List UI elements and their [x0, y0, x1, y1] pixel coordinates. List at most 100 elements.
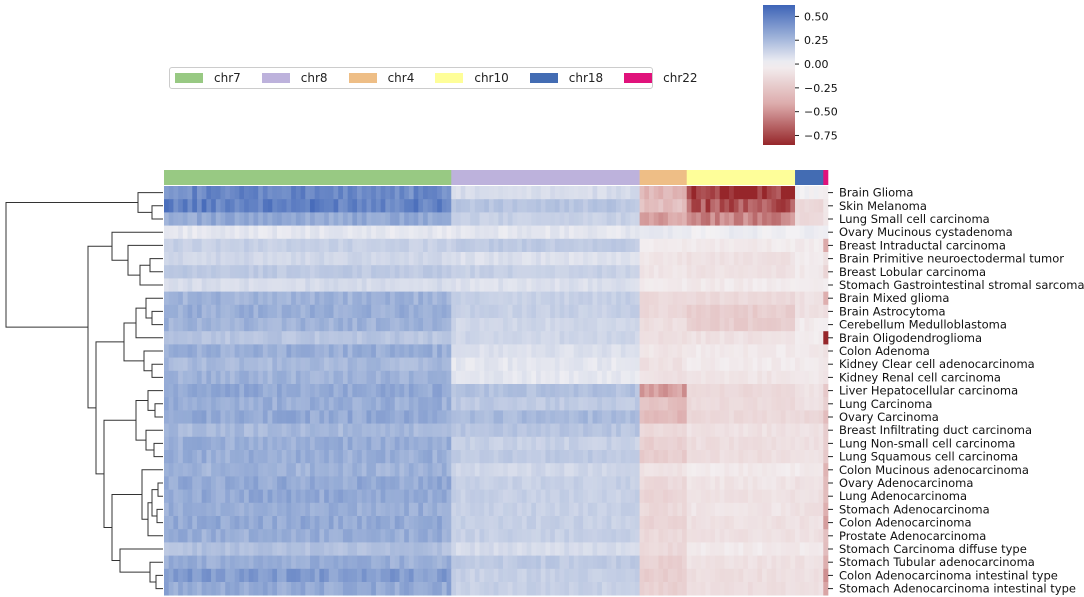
heatmap-cell: [564, 529, 570, 543]
heatmap-cell: [498, 436, 504, 451]
heatmap-cell: [262, 423, 268, 438]
heatmap-cell: [733, 463, 739, 477]
heatmap-cell: [390, 568, 396, 583]
heatmap-cell: [517, 502, 523, 517]
heatmap-cell: [512, 502, 518, 517]
heatmap-cell: [517, 278, 523, 292]
heatmap-cell: [244, 265, 250, 279]
heatmap-cell: [526, 278, 532, 292]
heatmap-cell: [258, 489, 264, 504]
heatmap-cell: [521, 436, 527, 451]
heatmap-cell: [597, 212, 603, 226]
heatmap-cell: [357, 199, 363, 213]
heatmap-cell: [705, 502, 711, 517]
legend-label: chr8: [300, 71, 328, 85]
heatmap-cell: [168, 291, 174, 306]
heatmap-cell: [196, 436, 203, 451]
heatmap-cell: [196, 291, 203, 306]
heatmap-cell: [583, 516, 589, 530]
heatmap-cell: [762, 357, 768, 372]
heatmap-cell: [517, 212, 523, 226]
heatmap-cell: [653, 318, 659, 332]
heatmap-cell: [823, 357, 829, 372]
heatmap-cell: [616, 463, 622, 477]
heatmap-cell: [790, 450, 796, 464]
heatmap-cell: [545, 397, 551, 411]
heatmap-cell: [747, 516, 754, 530]
heatmap-cell: [300, 489, 306, 504]
heatmap-cell: [620, 344, 626, 358]
heatmap-cell: [380, 304, 386, 319]
heatmap-cell: [404, 186, 410, 200]
heatmap-cell: [705, 278, 711, 292]
heatmap-cell: [531, 212, 537, 226]
heatmap-cell: [201, 291, 207, 306]
heatmap-cell: [813, 410, 819, 424]
heatmap-cell: [347, 186, 353, 200]
heatmap-cell: [757, 199, 763, 213]
heatmap-cell: [606, 199, 612, 213]
heatmap-cell: [616, 278, 622, 292]
heatmap-cell: [479, 291, 485, 306]
heatmap-cell: [540, 502, 546, 517]
heatmap-cell: [578, 529, 584, 543]
heatmap-cell: [521, 516, 527, 530]
heatmap-cell: [281, 331, 287, 345]
heatmap-cell: [305, 212, 311, 226]
heatmap-cell: [545, 423, 551, 438]
heatmap-cell: [465, 568, 471, 583]
heatmap-cell: [757, 304, 763, 319]
heatmap-cell: [790, 304, 796, 319]
heatmap-cell: [762, 555, 768, 570]
heatmap-cell: [484, 450, 490, 464]
heatmap-cell: [804, 370, 810, 385]
heatmap-cell: [696, 568, 702, 583]
heatmap-cell: [564, 318, 570, 332]
heatmap-cell: [375, 252, 381, 266]
heatmap-cell: [667, 238, 673, 253]
heatmap-cell: [432, 212, 438, 226]
heatmap-cell: [498, 568, 504, 583]
heatmap-cell: [399, 476, 405, 490]
heatmap-cell: [295, 502, 301, 517]
heatmap-cell: [277, 476, 283, 490]
heatmap-cell: [408, 423, 414, 438]
heatmap-cell: [413, 291, 419, 306]
heatmap-cell: [536, 344, 542, 358]
heatmap-cell: [366, 489, 372, 504]
heatmap-cell: [432, 436, 438, 451]
heatmap-cell: [700, 568, 706, 583]
heatmap-cell: [333, 384, 339, 398]
heatmap-cell: [328, 331, 334, 345]
row-dendrogram: [5, 192, 163, 590]
heatmap-cell: [653, 476, 659, 490]
heatmap-cell: [432, 410, 438, 424]
heatmap-cell: [300, 252, 306, 266]
heatmap-cell: [776, 516, 782, 530]
heatmap-cell: [686, 212, 692, 226]
heatmap-cell: [517, 357, 523, 372]
heatmap-cell: [309, 582, 316, 596]
heatmap-cell: [437, 450, 443, 464]
heatmap-cell: [451, 265, 457, 279]
heatmap-cell: [724, 568, 730, 583]
heatmap-cell: [568, 397, 575, 411]
heatmap-cell: [385, 357, 391, 372]
heatmap-cell: [653, 384, 659, 398]
heatmap-cell: [747, 212, 754, 226]
heatmap-cell: [352, 318, 358, 332]
heatmap-cell: [328, 291, 334, 306]
heatmap-cell: [554, 410, 560, 424]
heatmap-cell: [757, 516, 763, 530]
heatmap-cell: [611, 225, 617, 240]
heatmap-cell: [333, 186, 339, 200]
heatmap-cell: [536, 278, 542, 292]
heatmap-cell: [649, 212, 655, 226]
heatmap-cell: [277, 502, 283, 517]
heatmap-cell: [229, 291, 235, 306]
heatmap-cell: [479, 252, 485, 266]
heatmap-cell: [813, 370, 819, 385]
heatmap-cell: [281, 186, 287, 200]
row-label: Lung Adenocarcinoma: [839, 489, 967, 503]
heatmap-cell: [418, 225, 424, 240]
